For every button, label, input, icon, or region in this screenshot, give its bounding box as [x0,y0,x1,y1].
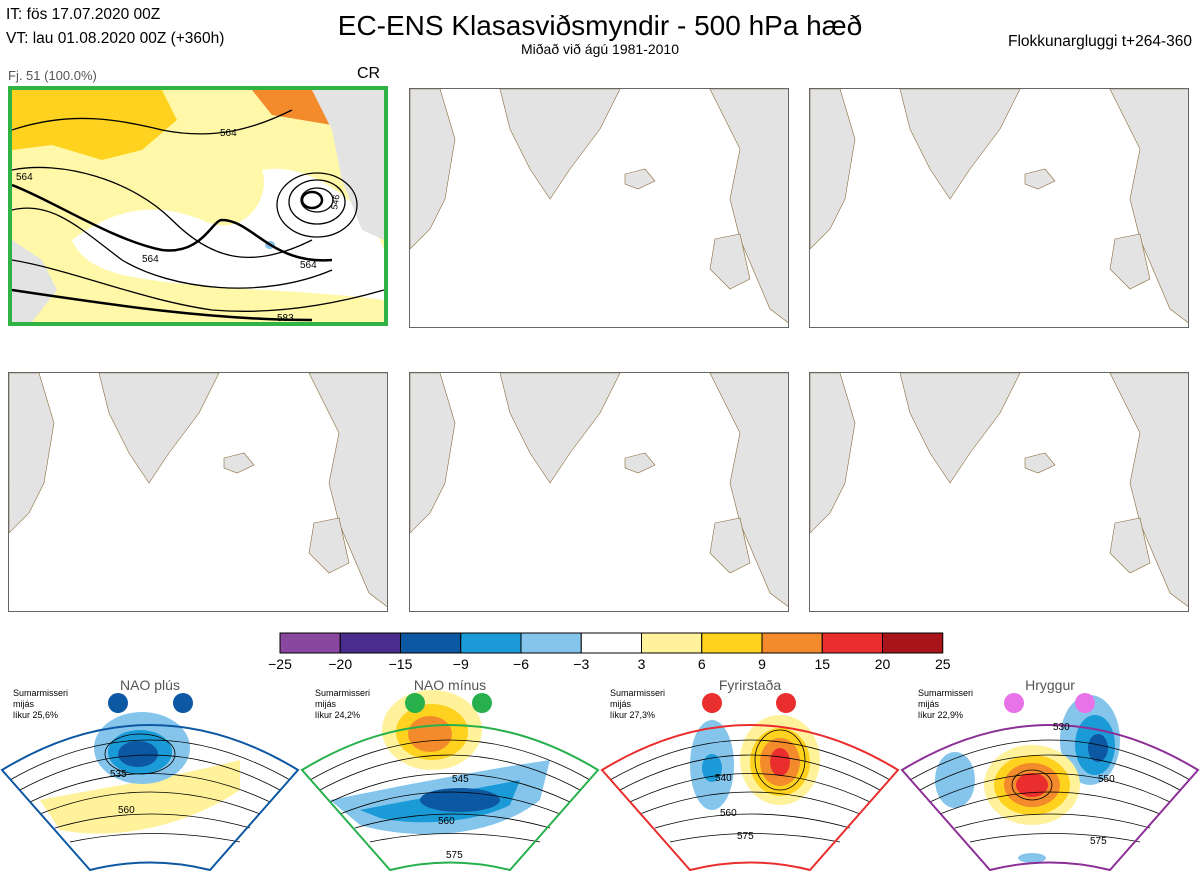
empty-map-2 [410,89,788,323]
regime-contour-label: 550 [1098,774,1115,785]
cluster-panel-1[interactable]: 564 564 564 564 583 546 [8,86,388,326]
colorbar-tick: −25 [268,656,292,672]
colorbar-cell [279,632,341,654]
colorbar-tick: 9 [758,656,766,672]
empty-map-5 [410,373,788,607]
regime-contour-label: 535 [110,769,127,780]
contour-label: 564 [16,172,33,183]
cluster-panel-5[interactable] [409,372,789,612]
colorbar-cell [580,632,642,654]
colorbar-tick: 20 [874,656,891,672]
colorbar [279,632,944,654]
regime-contour-label: 560 [438,816,455,827]
regime-contour-label: 530 [1053,722,1070,733]
colorbar-tick: −3 [573,656,590,672]
empty-map-4 [9,373,387,607]
regime-contour-label: 560 [720,808,737,819]
contour-label: 583 [277,313,294,322]
regime-ridge[interactable]: 530 550 575 Hryggur Sumarmisseri mijás lík… [900,677,1200,871]
regime-map-blocking: 540 560 575 [600,693,900,871]
regime-contour-label: 560 [118,805,135,816]
regime-name: NAO mínus [413,677,487,693]
page-title: EC-ENS Klasasviðsmyndir - 500 hPa hæð [337,10,863,41]
colorbar-tick: 6 [697,656,706,672]
regime-contour-label: 575 [1090,836,1107,847]
colorbar-tick: 3 [637,656,646,672]
regime-map-nao-minus: 545 560 575 [300,690,600,871]
regime-map-nao-plus: 535 560 [0,693,300,871]
page-subtitle: Miðað við ágú 1981-2010 [520,41,679,57]
cluster-panel-3[interactable] [809,88,1189,328]
regime-info: Sumarmisseri mijás líkur 25,6% [13,688,69,720]
contour-label: 564 [300,260,317,271]
colorbar-tick: 15 [814,656,831,672]
contour-label: 564 [220,128,237,139]
regime-map-ridge: 530 550 575 [900,693,1200,871]
regime-info: Sumarmisseri mijás líkur 24,2% [315,688,371,720]
regime-contour-label: 545 [452,774,469,785]
colorbar-tick: −20 [328,656,353,672]
regime-name: Hryggur [1025,677,1075,693]
regime-contour-label: 575 [737,831,754,842]
empty-map-3 [810,89,1188,323]
regime-name: Fyrirstaða [718,677,782,693]
contour-label: 546 [329,194,341,211]
regime-blocking[interactable]: 540 560 575 Fyrirstaða Sumarmisseri mijás… [600,677,900,871]
regime-info: Sumarmisseri mijás líkur 22,9% [918,688,974,720]
colorbar-cell [701,632,763,654]
regime-contour-label: 540 [715,773,732,784]
empty-map-6 [810,373,1188,607]
cluster-label: Fj. 51 (100.0%) [8,68,97,83]
colorbar-cell [460,632,522,654]
colorbar-cell [400,632,462,654]
colorbar-cell [520,632,582,654]
colorbar-cell [882,632,944,654]
colorbar-tick: −15 [388,656,413,672]
colorbar-tick: −9 [452,656,469,672]
colorbar-tick: 25 [934,656,951,672]
colorbar-tick: −6 [513,656,529,672]
cluster-map-1: 564 564 564 564 583 546 [12,90,384,322]
regime-info: Sumarmisseri mijás líkur 27,3% [610,688,666,720]
valid-time: VT: lau 01.08.2020 00Z (+360h) [6,30,225,47]
clustering-window: Flokkunargluggi t+264-360 [1008,33,1192,50]
colorbar-cell [641,632,703,654]
regime-nao-minus[interactable]: 545 560 575 NAO mínus Sumarmisseri mijás l… [300,677,600,871]
regime-nao-plus[interactable]: 535 560 NAO plús Sumarmisseri mijás líkur … [0,677,300,871]
cluster-panel-4[interactable] [8,372,388,612]
colorbar-cell [761,632,823,654]
cluster-panel-2[interactable] [409,88,789,328]
regime-name: NAO plús [120,677,180,693]
cluster-regime: CR [357,65,381,82]
regime-contour-label: 575 [446,850,463,861]
initial-time: IT: fös 17.07.2020 00Z [6,6,161,23]
colorbar-cell [339,632,401,654]
colorbar-cell [821,632,883,654]
contour-label: 564 [142,254,159,265]
cluster-panel-6[interactable] [809,372,1189,612]
